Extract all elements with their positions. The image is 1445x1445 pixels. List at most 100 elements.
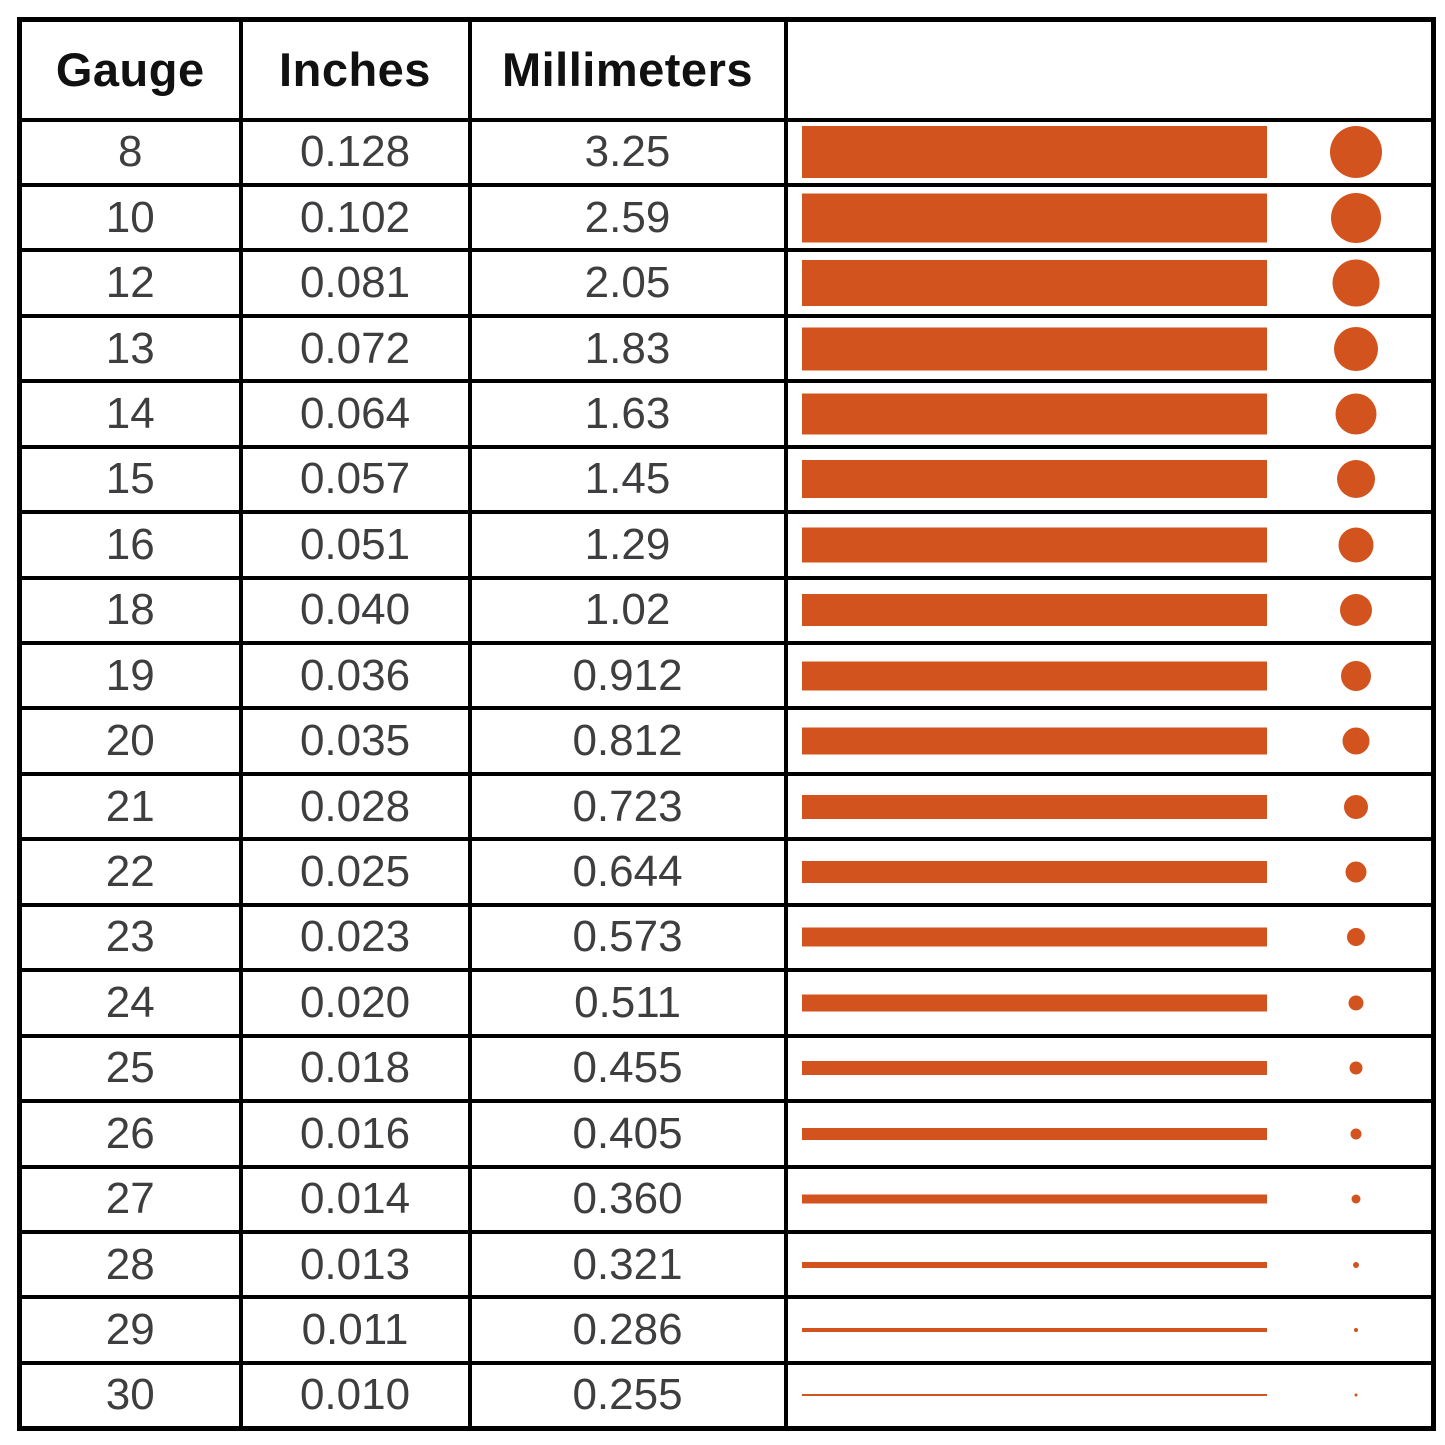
wire-diameter-dot: [1340, 660, 1371, 691]
wire-visual-cell: [783, 313, 1436, 384]
wire-thickness-bar: [801, 260, 1267, 307]
wire-diameter-dot: [1333, 326, 1378, 371]
wire-diameter-dot: [1349, 1061, 1362, 1075]
wire-diameter-dot: [1353, 1328, 1358, 1333]
inches-value: 0.036: [238, 640, 472, 711]
inches-value: 0.014: [238, 1164, 472, 1234]
wire-visual-cell: [783, 837, 1436, 907]
table-row: 14 0.064 1.63: [17, 379, 1436, 449]
table-row: 23 0.023 0.573: [17, 902, 1436, 973]
wire-diameter-dot: [1335, 393, 1376, 435]
gauge-value: 10: [17, 182, 243, 253]
millimeters-value: 0.644: [467, 837, 788, 907]
wire-thickness-bar: [801, 727, 1267, 755]
millimeters-value: 1.83: [467, 313, 788, 384]
wire-visual-cell: [783, 1295, 1436, 1365]
wire-thickness-bar: [801, 126, 1267, 179]
inches-value: 0.128: [238, 117, 472, 187]
gauge-value: 30: [17, 1360, 243, 1431]
wire-visual-cell: [783, 117, 1436, 187]
wire-visual-cell: [783, 706, 1436, 776]
wire-thickness-bar: [801, 1328, 1267, 1333]
gauge-value: 13: [17, 313, 243, 384]
millimeters-value: 0.455: [467, 1033, 788, 1104]
header-row: Gauge Inches Millimeters: [17, 17, 1436, 122]
table-row: 24 0.020 0.511: [17, 968, 1436, 1038]
wire-visual-cell: [783, 1229, 1436, 1300]
inches-value: 0.013: [238, 1229, 472, 1300]
wire-thickness-bar: [801, 1261, 1267, 1268]
wire-visual-cell: [783, 1099, 1436, 1169]
gauge-value: 28: [17, 1229, 243, 1300]
millimeters-value: 1.02: [467, 575, 788, 646]
wire-diameter-dot: [1343, 794, 1368, 819]
wire-diameter-dot: [1351, 1194, 1360, 1204]
wire-diameter-dot: [1336, 460, 1375, 499]
inches-value: 0.020: [238, 968, 472, 1038]
millimeters-value: 1.45: [467, 444, 788, 515]
inches-value: 0.011: [238, 1295, 472, 1365]
gauge-value: 8: [17, 117, 243, 187]
inches-value: 0.028: [238, 771, 472, 842]
gauge-value: 29: [17, 1295, 243, 1365]
table-row: 25 0.018 0.455: [17, 1033, 1436, 1104]
table-row: 15 0.057 1.45: [17, 444, 1436, 515]
inches-value: 0.025: [238, 837, 472, 907]
gauge-value: 19: [17, 640, 243, 711]
wire-thickness-bar: [801, 1061, 1267, 1076]
wire-thickness-bar: [801, 861, 1267, 884]
gauge-value: 23: [17, 902, 243, 973]
table-row: 21 0.028 0.723: [17, 771, 1436, 842]
gauge-value: 27: [17, 1164, 243, 1234]
wire-diameter-dot: [1339, 594, 1372, 627]
millimeters-value: 0.255: [467, 1360, 788, 1431]
gauge-value: 22: [17, 837, 243, 907]
inches-value: 0.023: [238, 902, 472, 973]
header-visual-empty: [783, 17, 1436, 122]
inches-value: 0.018: [238, 1033, 472, 1104]
millimeters-value: 0.286: [467, 1295, 788, 1365]
gauge-value: 26: [17, 1099, 243, 1169]
table-row: 12 0.081 2.05: [17, 248, 1436, 318]
inches-value: 0.081: [238, 248, 472, 318]
table-row: 26 0.016 0.405: [17, 1099, 1436, 1169]
wire-diameter-dot: [1345, 861, 1366, 883]
gauge-value: 20: [17, 706, 243, 776]
wire-diameter-dot: [1329, 126, 1382, 179]
millimeters-value: 0.812: [467, 706, 788, 776]
wire-gauge-table: Gauge Inches Millimeters 8 0.128 3.25 10…: [17, 17, 1436, 1431]
table-row: 8 0.128 3.25: [17, 117, 1436, 187]
millimeters-value: 0.360: [467, 1164, 788, 1234]
gauge-value: 16: [17, 510, 243, 580]
table-header: Gauge Inches Millimeters: [17, 17, 1436, 122]
gauge-value: 12: [17, 248, 243, 318]
header-millimeters: Millimeters: [467, 17, 788, 122]
wire-visual-cell: [783, 902, 1436, 973]
inches-value: 0.040: [238, 575, 472, 646]
wire-visual-cell: [783, 1164, 1436, 1234]
wire-diameter-dot: [1330, 192, 1381, 243]
header-inches: Inches: [238, 17, 472, 122]
wire-thickness-bar: [801, 1394, 1267, 1397]
wire-thickness-bar: [801, 393, 1267, 435]
wire-visual-cell: [783, 182, 1436, 253]
wire-visual-cell: [783, 640, 1436, 711]
inches-value: 0.072: [238, 313, 472, 384]
table-row: 29 0.011 0.286: [17, 1295, 1436, 1365]
inches-value: 0.035: [238, 706, 472, 776]
wire-thickness-bar: [801, 1127, 1267, 1140]
wire-thickness-bar: [801, 927, 1267, 947]
wire-diameter-dot: [1332, 259, 1379, 307]
wire-thickness-bar: [801, 661, 1267, 691]
wire-diameter-dot: [1348, 995, 1363, 1011]
millimeters-value: 0.511: [467, 968, 788, 1038]
wire-visual-cell: [783, 379, 1436, 449]
wire-diameter-dot: [1350, 1128, 1361, 1140]
millimeters-value: 1.63: [467, 379, 788, 449]
wire-visual-cell: [783, 575, 1436, 646]
wire-thickness-bar: [801, 193, 1267, 243]
inches-value: 0.102: [238, 182, 472, 253]
inches-value: 0.010: [238, 1360, 472, 1431]
millimeters-value: 0.321: [467, 1229, 788, 1300]
wire-visual-cell: [783, 248, 1436, 318]
